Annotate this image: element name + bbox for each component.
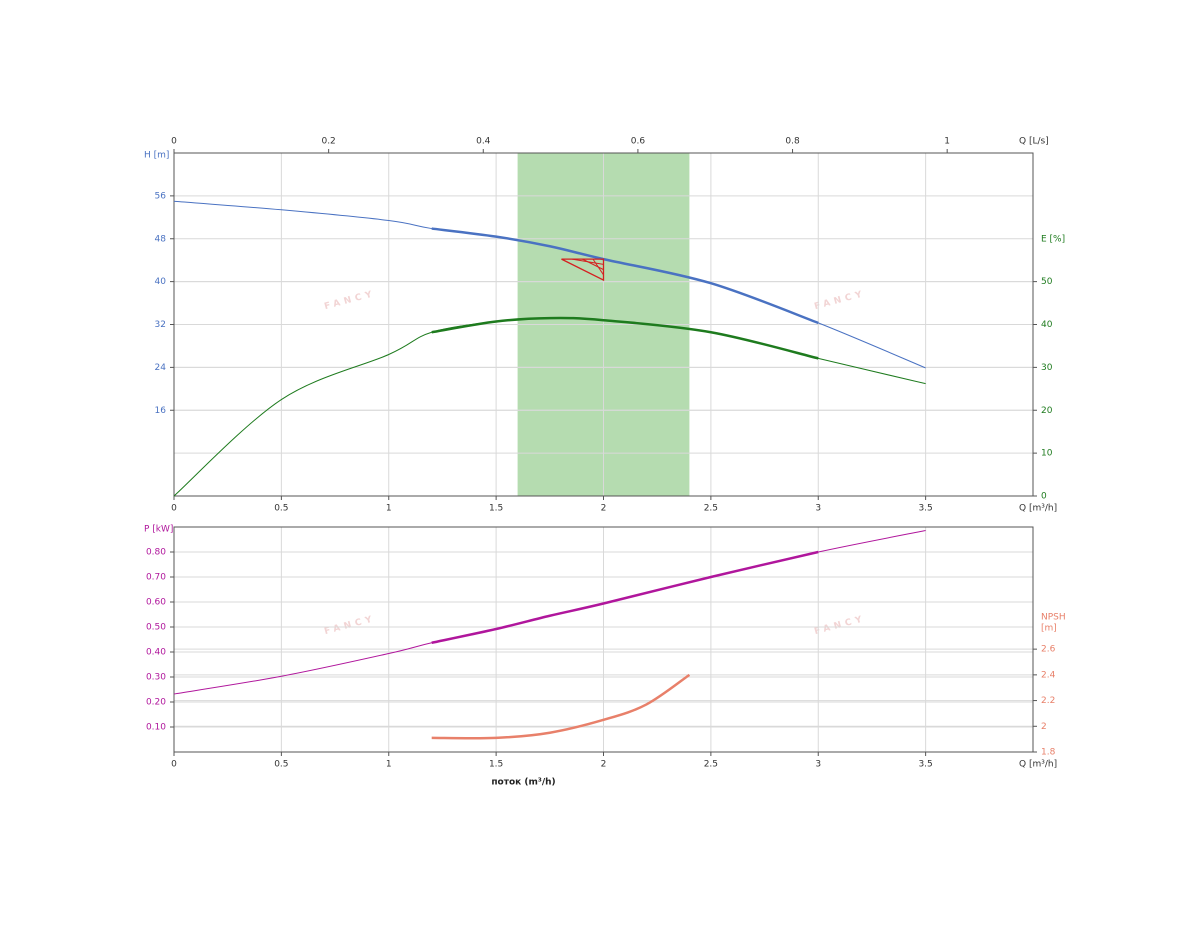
x-tick-label: 2 [601, 760, 607, 770]
y2-tick-label: 30 [1041, 363, 1053, 373]
x-tick-label: 3 [815, 504, 821, 514]
plot-frame [173, 526, 1034, 753]
y2-axis-label: E [%] [1041, 234, 1065, 244]
watermark: FANCY [323, 289, 377, 312]
x-tick-label: 2.5 [704, 504, 718, 514]
x2-tick-label: 0.2 [321, 137, 335, 147]
duty-hatch [592, 258, 604, 276]
x-tick-label: 2 [601, 504, 607, 514]
y2-tick-label: 20 [1041, 406, 1053, 416]
x-tick-label: 1 [386, 760, 392, 770]
watermark: FANCY [813, 289, 867, 312]
y-tick-label: 0.10 [146, 723, 166, 733]
duty-hatch [582, 258, 604, 271]
duty-point [561, 258, 605, 282]
y2-tick-label: 0 [1041, 492, 1047, 502]
x-axis-label: Q [m³/h] [1019, 760, 1057, 770]
y-tick-label: 0.20 [146, 698, 166, 708]
y-tick-label: 32 [155, 320, 166, 330]
x-axis-label: Q [m³/h] [1019, 504, 1057, 514]
x-tick-label: 1.5 [489, 760, 503, 770]
x-tick-label: 0.5 [274, 504, 288, 514]
y-tick-label: 0.70 [146, 573, 166, 583]
curve [431, 673, 691, 740]
x-axis-title: поток (m³/h) [491, 778, 555, 788]
curve-operating-range [431, 316, 819, 360]
x-tick-label: 0.5 [274, 760, 288, 770]
y2-tick-label: 2.4 [1041, 670, 1056, 680]
y2-axis-label: NPSH [1041, 613, 1066, 623]
x-tick-label: 3.5 [918, 504, 932, 514]
y-axis-label: P [kW] [144, 525, 173, 535]
x-tick-label: 0 [171, 760, 177, 770]
y-tick-label: 0.80 [146, 548, 166, 558]
x2-tick-label: 0.4 [476, 137, 491, 147]
x-tick-label: 1 [386, 504, 392, 514]
curve [173, 530, 926, 695]
x-tick-label: 1.5 [489, 504, 503, 514]
y-tick-label: 24 [155, 363, 167, 373]
y2-tick-label: 50 [1041, 277, 1053, 287]
x2-axis-label: Q [L/s] [1019, 137, 1049, 147]
y-tick-label: 0.60 [146, 598, 166, 608]
y2-tick-label: 2.6 [1041, 645, 1056, 655]
x2-tick-label: 0.8 [785, 137, 800, 147]
y2-axis-label: [m] [1041, 624, 1057, 634]
y2-tick-label: 10 [1041, 449, 1053, 459]
y2-tick-label: 2.2 [1041, 696, 1055, 706]
x-tick-label: 3.5 [918, 760, 932, 770]
y-tick-label: 0.50 [146, 623, 166, 633]
x-tick-label: 0 [171, 504, 177, 514]
y-tick-label: 0.30 [146, 673, 166, 683]
x-tick-label: 2.5 [704, 760, 718, 770]
x2-tick-label: 1 [944, 137, 950, 147]
y2-tick-label: 1.8 [1041, 748, 1056, 758]
watermark: FANCY [323, 614, 377, 637]
y-axis-label: H [m] [144, 151, 169, 161]
y-tick-label: 16 [155, 406, 167, 416]
y-tick-label: 40 [155, 277, 167, 287]
curve-operating-range [431, 227, 819, 325]
x-tick-label: 3 [815, 760, 821, 770]
y-tick-label: 48 [155, 234, 167, 244]
x2-tick-label: 0 [171, 137, 177, 147]
watermark: FANCY [813, 614, 867, 637]
y-tick-label: 56 [155, 191, 167, 201]
y2-tick-label: 2 [1041, 722, 1047, 732]
x2-tick-label: 0.6 [631, 137, 646, 147]
plot-frame [173, 152, 1034, 497]
curve-operating-range [431, 550, 819, 644]
y-tick-label: 0.40 [146, 648, 166, 658]
y2-tick-label: 40 [1041, 320, 1053, 330]
